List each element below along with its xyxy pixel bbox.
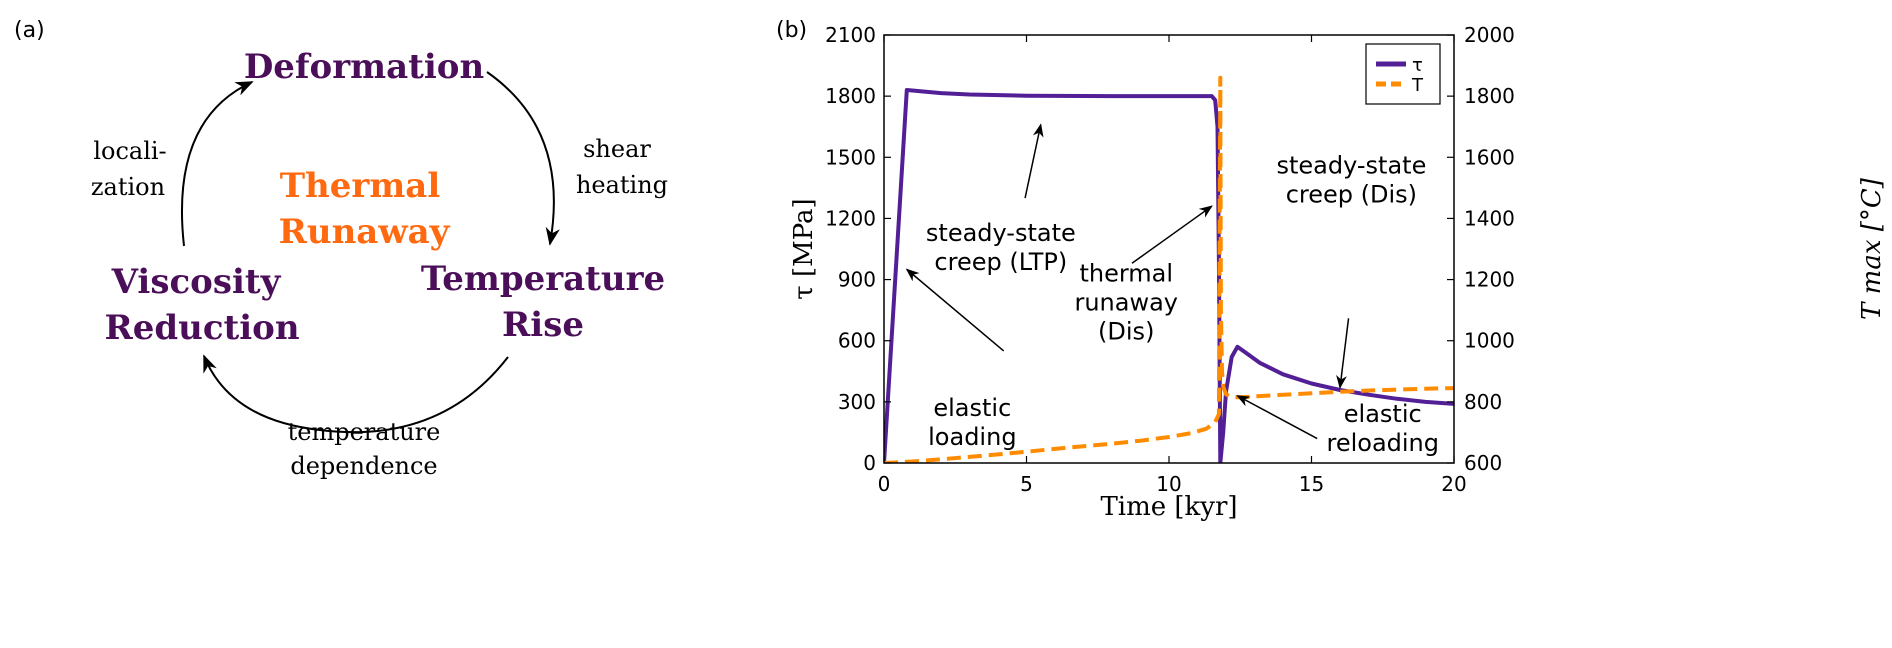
annotation-arrow xyxy=(1024,123,1044,199)
y2-tick-label: 1000 xyxy=(1464,329,1515,353)
x-tick-label: 10 xyxy=(1156,472,1181,496)
arrow-temperature-dependence xyxy=(203,354,509,434)
x-tick-label: 0 xyxy=(878,472,891,496)
y-tick-label: 2100 xyxy=(825,23,876,47)
legend-label-T: T xyxy=(1411,75,1424,96)
y-tick-label: 900 xyxy=(838,268,876,292)
legend-label-tau: τ xyxy=(1412,55,1423,76)
panel-b-chart: (b) 0 5 10 15 20 0 300 600 900 1200 1500 1800 2100 60… xyxy=(776,18,1887,522)
y2-tick-label: 2000 xyxy=(1464,23,1515,47)
annotation-text: runaway xyxy=(1074,289,1178,317)
annotation-text: (Dis) xyxy=(1098,318,1154,346)
annotation-arrow xyxy=(905,268,1005,352)
y2-tick-label: 1400 xyxy=(1464,206,1515,230)
annotation-text: reloading xyxy=(1326,429,1439,457)
y-tick-label: 0 xyxy=(863,451,876,475)
y2-tick-label: 1800 xyxy=(1464,84,1515,108)
node-viscosity-line2: Reduction xyxy=(104,308,299,348)
y2-tick-label: 1200 xyxy=(1464,268,1515,292)
y2-tick-label: 600 xyxy=(1464,451,1502,475)
center-label-line1: Thermal xyxy=(280,166,441,206)
node-viscosity-line1: Viscosity xyxy=(111,262,282,302)
annotation-text: loading xyxy=(928,423,1016,451)
node-temperature-rise-line2: Rise xyxy=(502,305,584,345)
node-deformation: Deformation xyxy=(244,47,484,87)
x-tick-label: 5 xyxy=(1020,472,1033,496)
edge-localization-line1: locali- xyxy=(93,137,166,165)
legend-box xyxy=(1365,43,1441,105)
edge-shear-heating-line2: heating xyxy=(576,171,668,199)
panel-b-label: (b) xyxy=(776,18,807,43)
panel-a-diagram: (a) Deformation Temperature Rise Viscosi… xyxy=(14,18,668,480)
y-tick-label: 1800 xyxy=(825,84,876,108)
ticks-layer: 0 5 10 15 20 0 300 600 900 1200 1500 1800 2100 600 800… xyxy=(825,23,1515,496)
y-tick-label: 1500 xyxy=(825,145,876,169)
x-axis-label: Time [kyr] xyxy=(1100,492,1237,522)
annotation-text: steady-state xyxy=(926,219,1076,247)
y-tick-label: 1200 xyxy=(825,206,876,230)
y-tick-label: 600 xyxy=(838,329,876,353)
plot-layer xyxy=(884,75,1454,463)
y2-axis-label: T max [°C] xyxy=(1857,177,1887,320)
center-label-line2: Runaway xyxy=(279,212,451,252)
y2-tick-label: 800 xyxy=(1464,390,1502,414)
y-tick-label: 300 xyxy=(838,390,876,414)
arrow-localization xyxy=(180,81,254,247)
node-temperature-rise-line1: Temperature xyxy=(421,259,665,299)
annotation-text: elastic xyxy=(1344,400,1422,428)
series-line-T xyxy=(884,75,1454,463)
annotation-text: creep (Dis) xyxy=(1286,181,1417,209)
annotation-text: elastic xyxy=(933,394,1011,422)
edge-shear-heating-line1: shear xyxy=(583,135,651,163)
edge-temperature-dependence-line2: dependence xyxy=(290,452,437,480)
annotation-arrow xyxy=(1336,318,1350,389)
x-tick-label: 20 xyxy=(1441,472,1466,496)
panel-a-label: (a) xyxy=(14,18,45,43)
arrow-shear-heating xyxy=(486,71,560,246)
y-axis-label: τ [MPa] xyxy=(789,198,819,299)
annotation-arrow xyxy=(1236,395,1318,440)
legend: τ T xyxy=(1365,43,1441,105)
annotation-text: creep (LTP) xyxy=(934,248,1067,276)
edge-localization-line2: zation xyxy=(91,173,165,201)
annotation-text: steady-state xyxy=(1276,152,1426,180)
annotation-arrow xyxy=(1131,205,1213,264)
x-tick-label: 15 xyxy=(1299,472,1324,496)
annotation-text: thermal xyxy=(1079,260,1173,288)
y2-tick-label: 1600 xyxy=(1464,145,1515,169)
